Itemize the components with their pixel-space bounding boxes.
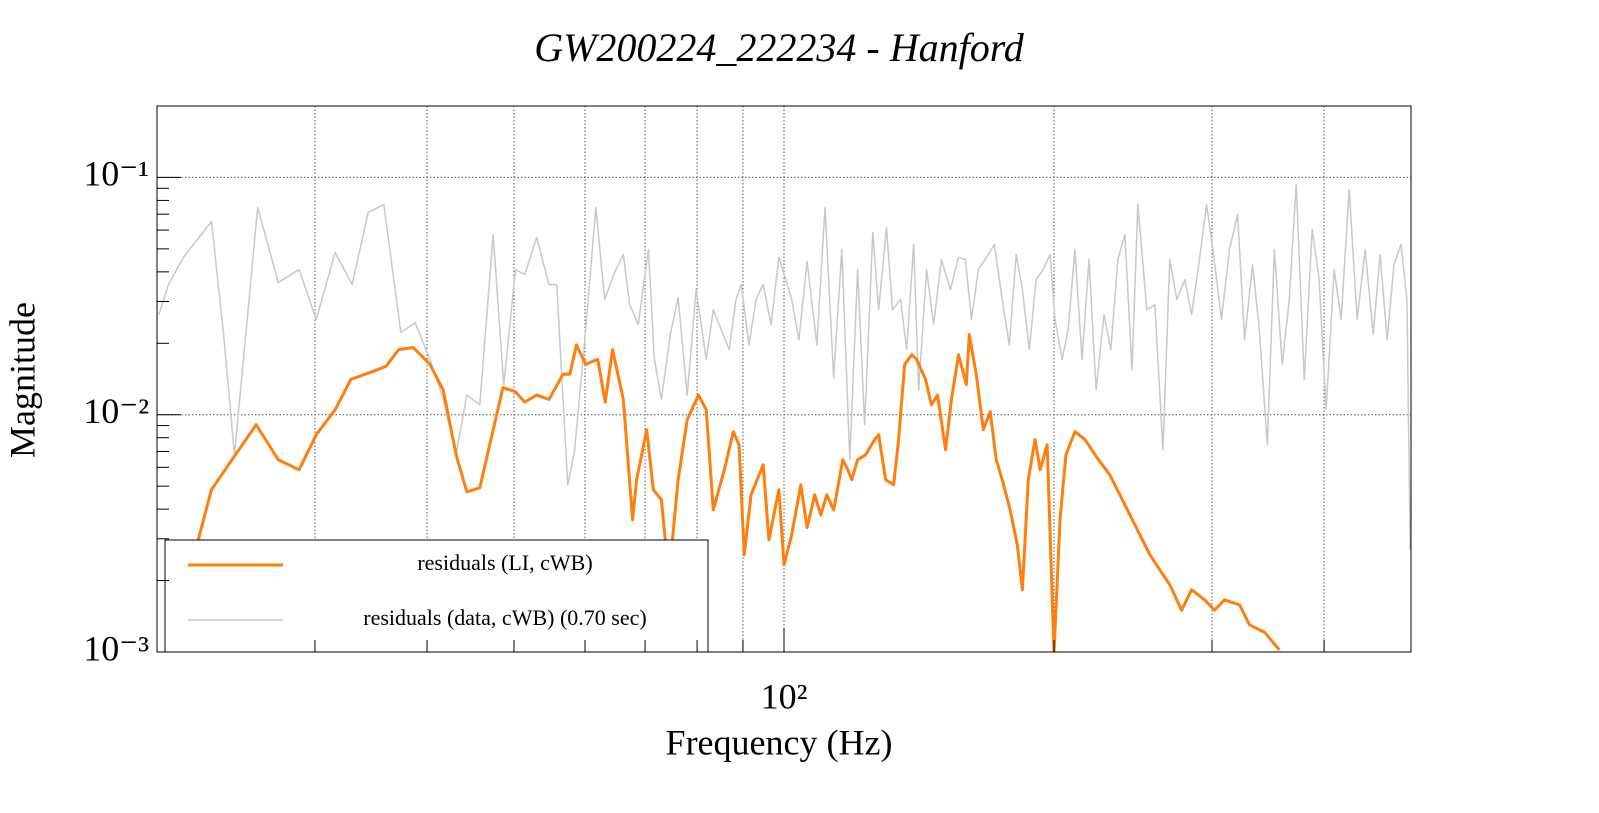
plot-area <box>158 183 1411 652</box>
legend-label: residuals (data, cWB) (0.70 sec) <box>363 605 646 630</box>
chart-title: GW200224_222234 - Hanford <box>534 25 1025 70</box>
x-tick-label: 10² <box>761 676 808 716</box>
series-line <box>167 332 1281 652</box>
legend-box <box>164 539 709 653</box>
y-tick-label: 10⁻³ <box>83 628 149 668</box>
y-tick-label: 10⁻² <box>83 391 149 431</box>
series-line <box>158 183 1411 551</box>
y-tick-label: 10⁻¹ <box>83 154 149 194</box>
y-axis-label: Magnitude <box>2 302 42 458</box>
x-axis-label: Frequency (Hz) <box>666 722 893 762</box>
legend-label: residuals (LI, cWB) <box>417 550 592 575</box>
